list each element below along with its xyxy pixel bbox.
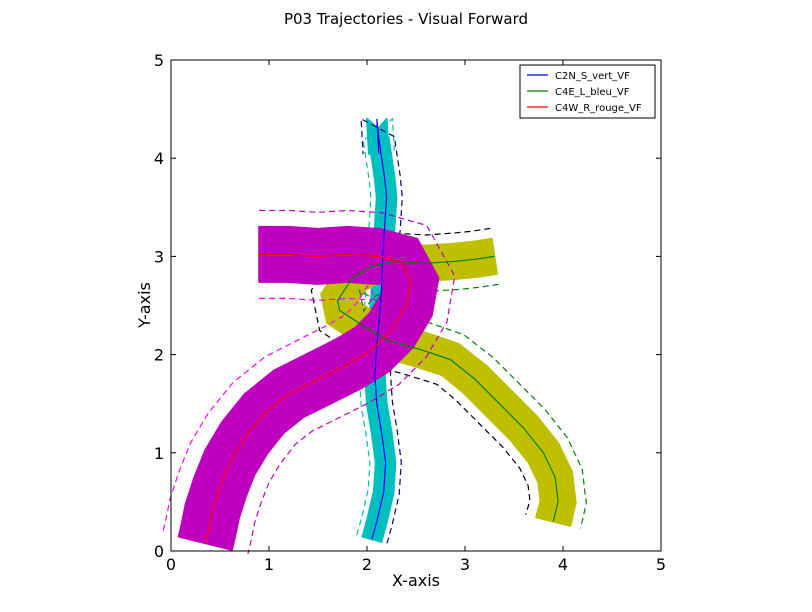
y-tick-label: 1 [154,444,164,463]
axis-ticks: 0 1 2 3 4 5 0 1 2 3 4 5 [154,51,666,574]
axes-frame [170,59,662,552]
legend-box [519,64,656,119]
x-tick-label: 4 [558,555,568,574]
legend-label-1: C2N_S_vert_VF [555,71,630,82]
x-tick-label: 2 [362,555,372,574]
y-tick-label: 2 [154,346,164,365]
y-axis-label: Y-axis [135,282,154,329]
dashed-bound-series-3-1 [247,209,456,554]
x-tick-label: 0 [166,555,176,574]
x-tick-label: 1 [264,555,274,574]
x-tick-label: 5 [656,555,666,574]
series-line-1 [371,118,388,540]
series-line-2 [336,255,559,522]
y-tick-label: 3 [154,247,164,266]
legend: C2N_S_vert_VF C4E_L_bleu_VF C4W_R_rouge_VF [519,64,656,119]
y-tick-label: 4 [154,149,164,168]
legend-label-2: C4E_L_bleu_VF [555,87,630,98]
dashed-bound-series-1-1 [356,117,395,536]
x-axis-label: X-axis [392,571,440,590]
x-tick-label: 3 [460,555,470,574]
chart-title: P03 Trajectories - Visual Forward [284,10,528,28]
band-series-3 [177,225,440,551]
y-tick-label: 5 [154,51,164,70]
dashed-bound-series-3-2 [162,284,377,533]
series-line-3 [204,253,412,544]
legend-label-3: C4W_R_rouge_VF [555,103,642,114]
y-tick-label: 0 [154,542,164,561]
plot-area [162,117,587,554]
